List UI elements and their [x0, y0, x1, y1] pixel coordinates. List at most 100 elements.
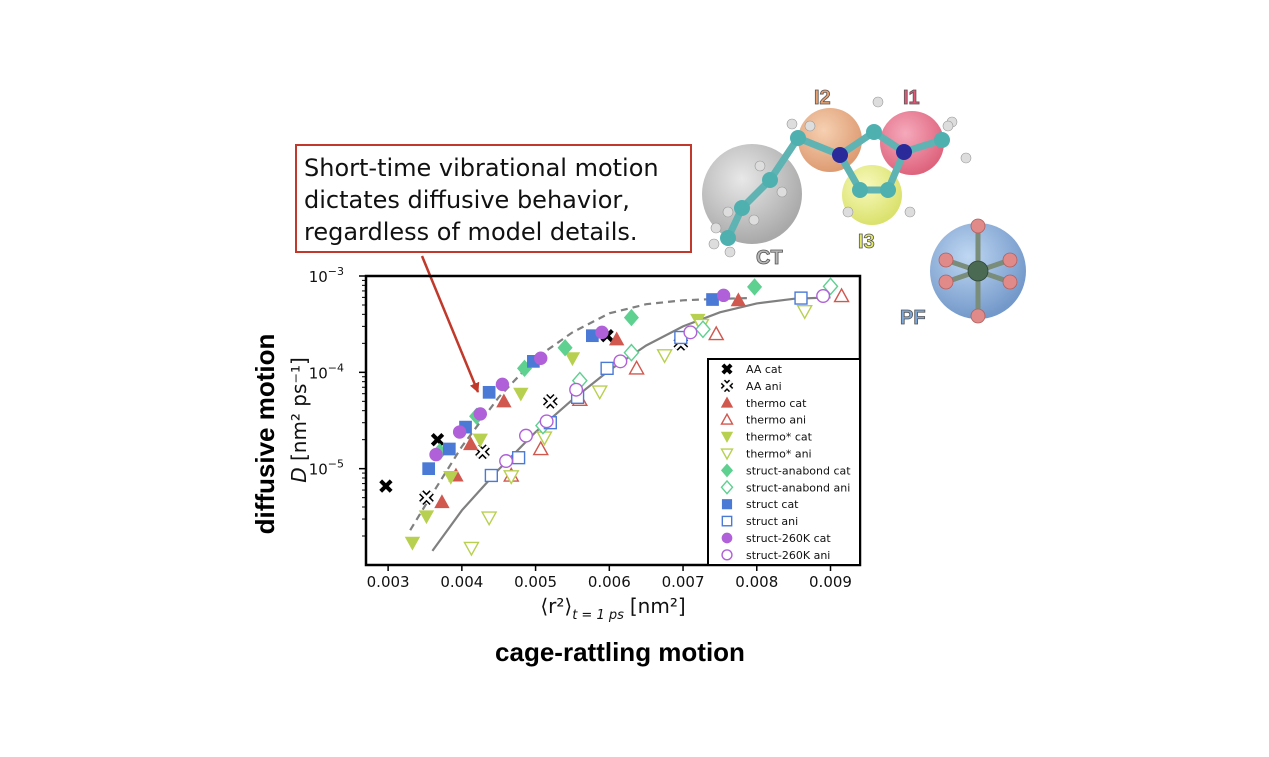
legend-label: struct cat [746, 498, 799, 511]
data-point [609, 331, 625, 346]
data-point [434, 494, 450, 509]
data-point [482, 385, 496, 399]
fit-curve-dashed [409, 297, 750, 531]
data-point [796, 305, 813, 320]
data-point [695, 320, 711, 339]
legend-marker [721, 515, 733, 527]
data-point [472, 433, 488, 448]
x-axis-label: ⟨r²⟩t = 1 ps [nm²] [540, 594, 685, 623]
data-point [511, 451, 526, 465]
data-point [442, 442, 456, 456]
svg-text:⟨r²⟩t = 1 ps[nm²]: ⟨r²⟩t = 1 ps [nm²] [540, 594, 685, 623]
legend-item: struct cat [721, 498, 799, 511]
data-point [452, 425, 467, 439]
label-pf: PF [900, 307, 926, 329]
x-axis-prefix: ⟨r²⟩ [540, 594, 572, 618]
legend-item: struct ani [721, 515, 798, 528]
data-point [484, 468, 498, 483]
legend-label: thermo ani [746, 414, 806, 427]
legend-item: thermo* ani [720, 448, 812, 461]
legend-label: struct-anabond cat [746, 464, 851, 477]
data-point [532, 440, 549, 456]
data-points [379, 277, 850, 557]
data-point [564, 352, 581, 367]
data-point [730, 292, 747, 307]
data-point [419, 490, 434, 506]
data-point [495, 377, 510, 392]
y-tick-label: 10−3 [309, 265, 344, 286]
legend-marker [721, 532, 733, 544]
data-point [430, 433, 445, 447]
data-point [534, 351, 548, 365]
data-point [539, 414, 554, 429]
i1-sphere [880, 111, 944, 175]
data-point [443, 470, 459, 485]
data-point [536, 431, 553, 447]
data-point [542, 393, 558, 409]
big-xlabel: cage-rattling motion [495, 637, 745, 667]
big-ylabel: diffusive motion [250, 334, 280, 535]
label-i2: I2 [814, 87, 831, 109]
data-point [480, 511, 498, 527]
data-point [794, 291, 808, 305]
molecule-illustration: I2 I1 I3 CT PF [702, 87, 1026, 329]
data-point [716, 288, 731, 303]
legend-item: struct-260K cat [721, 532, 831, 545]
legend: AA cat AA ani thermo cat thermo ani thermo* … [707, 358, 861, 566]
data-point [591, 385, 608, 401]
legend-label: thermo* cat [746, 431, 813, 444]
y-tick-label: 10−4 [309, 361, 344, 382]
data-point [379, 479, 393, 493]
legend-label: struct-260K ani [746, 549, 830, 562]
series-struct-anabond-ani [535, 277, 839, 435]
legend-item: thermo cat [720, 396, 807, 410]
legend-item: struct-anabond cat [720, 463, 851, 477]
data-point [613, 354, 628, 369]
callout-line-2: dictates diffusive behavior, [304, 186, 630, 214]
callout-box [295, 144, 692, 253]
data-point [503, 470, 520, 485]
y-tick-label: 10−5 [309, 458, 344, 479]
data-point [499, 454, 514, 469]
legend-label: thermo cat [746, 397, 807, 410]
legend-item: struct-260K ani [721, 549, 830, 562]
data-point [418, 510, 435, 525]
data-point [475, 444, 490, 460]
x-tick-label: 0.004 [440, 573, 483, 591]
y-axis-unit: [nm² ps⁻¹] [287, 357, 311, 461]
x-axis-unit: [nm²] [630, 594, 686, 618]
data-point [473, 407, 487, 421]
x-ticks: 0.003 0.004 0.005 0.006 0.007 0.008 0.009 [367, 565, 852, 591]
legend-label: struct ani [746, 515, 798, 528]
data-point [429, 447, 443, 462]
data-point [518, 428, 533, 443]
label-i3: I3 [858, 231, 875, 253]
series-thermo-cat [434, 292, 747, 509]
data-point [557, 339, 573, 357]
data-point [463, 436, 479, 451]
legend-item: AA cat [721, 363, 783, 376]
data-point [656, 349, 673, 364]
legend-frame [707, 358, 861, 566]
data-point [422, 462, 436, 476]
data-point [708, 325, 725, 341]
data-point [683, 325, 698, 340]
legend-label: struct-anabond ani [746, 481, 850, 494]
data-point [496, 393, 512, 408]
x-tick-label: 0.009 [809, 573, 852, 591]
callout: Short-time vibrational motion dictates d… [295, 144, 692, 393]
pf6-atoms [938, 218, 1018, 324]
data-point [816, 288, 831, 303]
legend-items: AA cat AA ani thermo cat thermo ani thermo* … [720, 363, 851, 562]
label-ct: CT [756, 247, 783, 269]
x-tick-label: 0.007 [662, 573, 705, 591]
legend-marker [720, 479, 734, 495]
data-point [706, 293, 719, 306]
data-point [628, 359, 645, 375]
legend-marker [720, 396, 734, 408]
x-tick-label: 0.005 [514, 573, 557, 591]
callout-line-1: Short-time vibrational motion [304, 154, 659, 182]
x-axis-sub: t = 1 ps [572, 608, 624, 623]
legend-marker [720, 412, 734, 425]
series-struct-260k-cat [429, 288, 731, 462]
